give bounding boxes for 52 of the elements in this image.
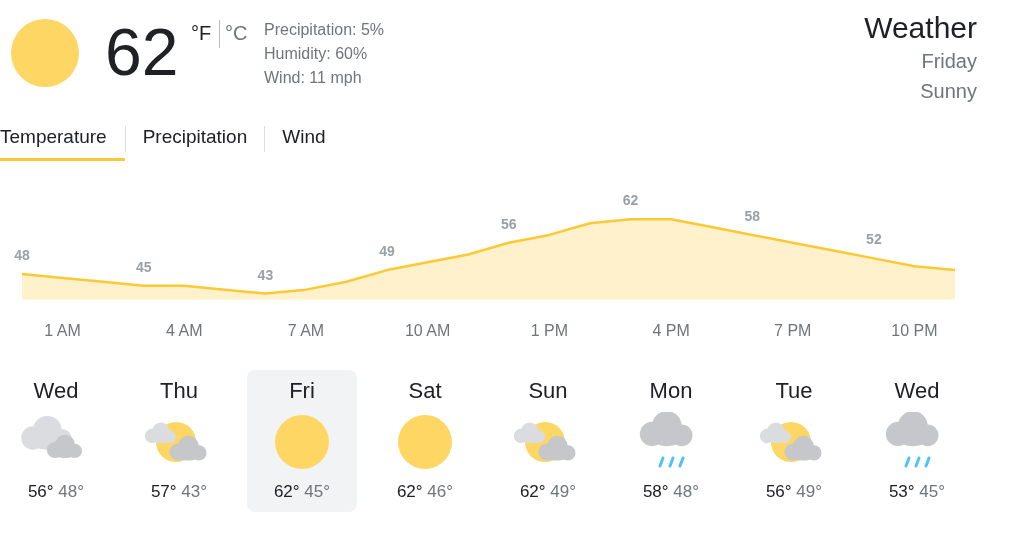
text: 57° bbox=[150, 482, 177, 501]
data-label: 56 bbox=[501, 215, 517, 232]
data-label: 43 bbox=[257, 266, 274, 283]
text: Precipitation: 5% bbox=[264, 20, 385, 40]
data-label: 58 bbox=[744, 207, 761, 224]
data-label: 62 bbox=[622, 192, 639, 209]
annotation: Sat bbox=[407, 377, 443, 405]
text: 58° bbox=[642, 482, 669, 501]
text: 62° bbox=[273, 482, 300, 501]
x-tick-label: 4 PM bbox=[652, 321, 690, 339]
x-tick-label: 7 PM bbox=[774, 321, 812, 339]
text: °F bbox=[191, 22, 212, 45]
text: 45° bbox=[919, 482, 946, 501]
annotation: Tue bbox=[774, 377, 814, 405]
text: 43° bbox=[181, 482, 208, 501]
x-tick-label: 7 AM bbox=[287, 321, 325, 339]
text: 62 bbox=[105, 14, 179, 91]
text: Sunny bbox=[919, 79, 977, 104]
x-tick-label: 10 AM bbox=[404, 321, 451, 339]
text: 48° bbox=[58, 482, 85, 501]
text: 48° bbox=[673, 482, 700, 501]
data-label: 52 bbox=[866, 231, 882, 248]
text: Humidity: 60% bbox=[264, 44, 369, 64]
text: 49° bbox=[796, 482, 823, 501]
text: 56° bbox=[27, 482, 54, 501]
annotation: Mon bbox=[648, 377, 694, 405]
x-tick-label: 1 AM bbox=[44, 321, 81, 339]
text: Precipitation bbox=[124, 126, 265, 152]
chart-title: Weather bbox=[864, 10, 977, 46]
text: 56° bbox=[765, 482, 792, 501]
text: Wind: 11 mph bbox=[264, 68, 363, 88]
annotation: Thu bbox=[159, 377, 199, 405]
text: 46° bbox=[427, 482, 454, 501]
chart-subtitle: Friday bbox=[920, 49, 977, 74]
data-label: 48 bbox=[14, 247, 30, 263]
text: 62° bbox=[396, 482, 423, 501]
text: 45° bbox=[304, 482, 331, 501]
x-tick-label: 4 AM bbox=[166, 321, 203, 339]
x-tick-label: 10 PM bbox=[891, 321, 938, 339]
annotation: Wed bbox=[893, 377, 941, 405]
text: Wind bbox=[264, 126, 343, 152]
text: Temperature bbox=[0, 126, 125, 161]
x-tick-label: 1 PM bbox=[530, 321, 569, 339]
annotation: Wed bbox=[32, 377, 80, 405]
text: 62° bbox=[519, 482, 546, 501]
annotation: Fri bbox=[288, 377, 316, 405]
data-label: 49 bbox=[379, 243, 396, 260]
text: °C bbox=[225, 22, 248, 45]
annotation: Sun bbox=[527, 377, 569, 405]
text: 49° bbox=[550, 482, 577, 501]
text: 53° bbox=[888, 482, 915, 501]
data-label: 45 bbox=[135, 258, 152, 275]
